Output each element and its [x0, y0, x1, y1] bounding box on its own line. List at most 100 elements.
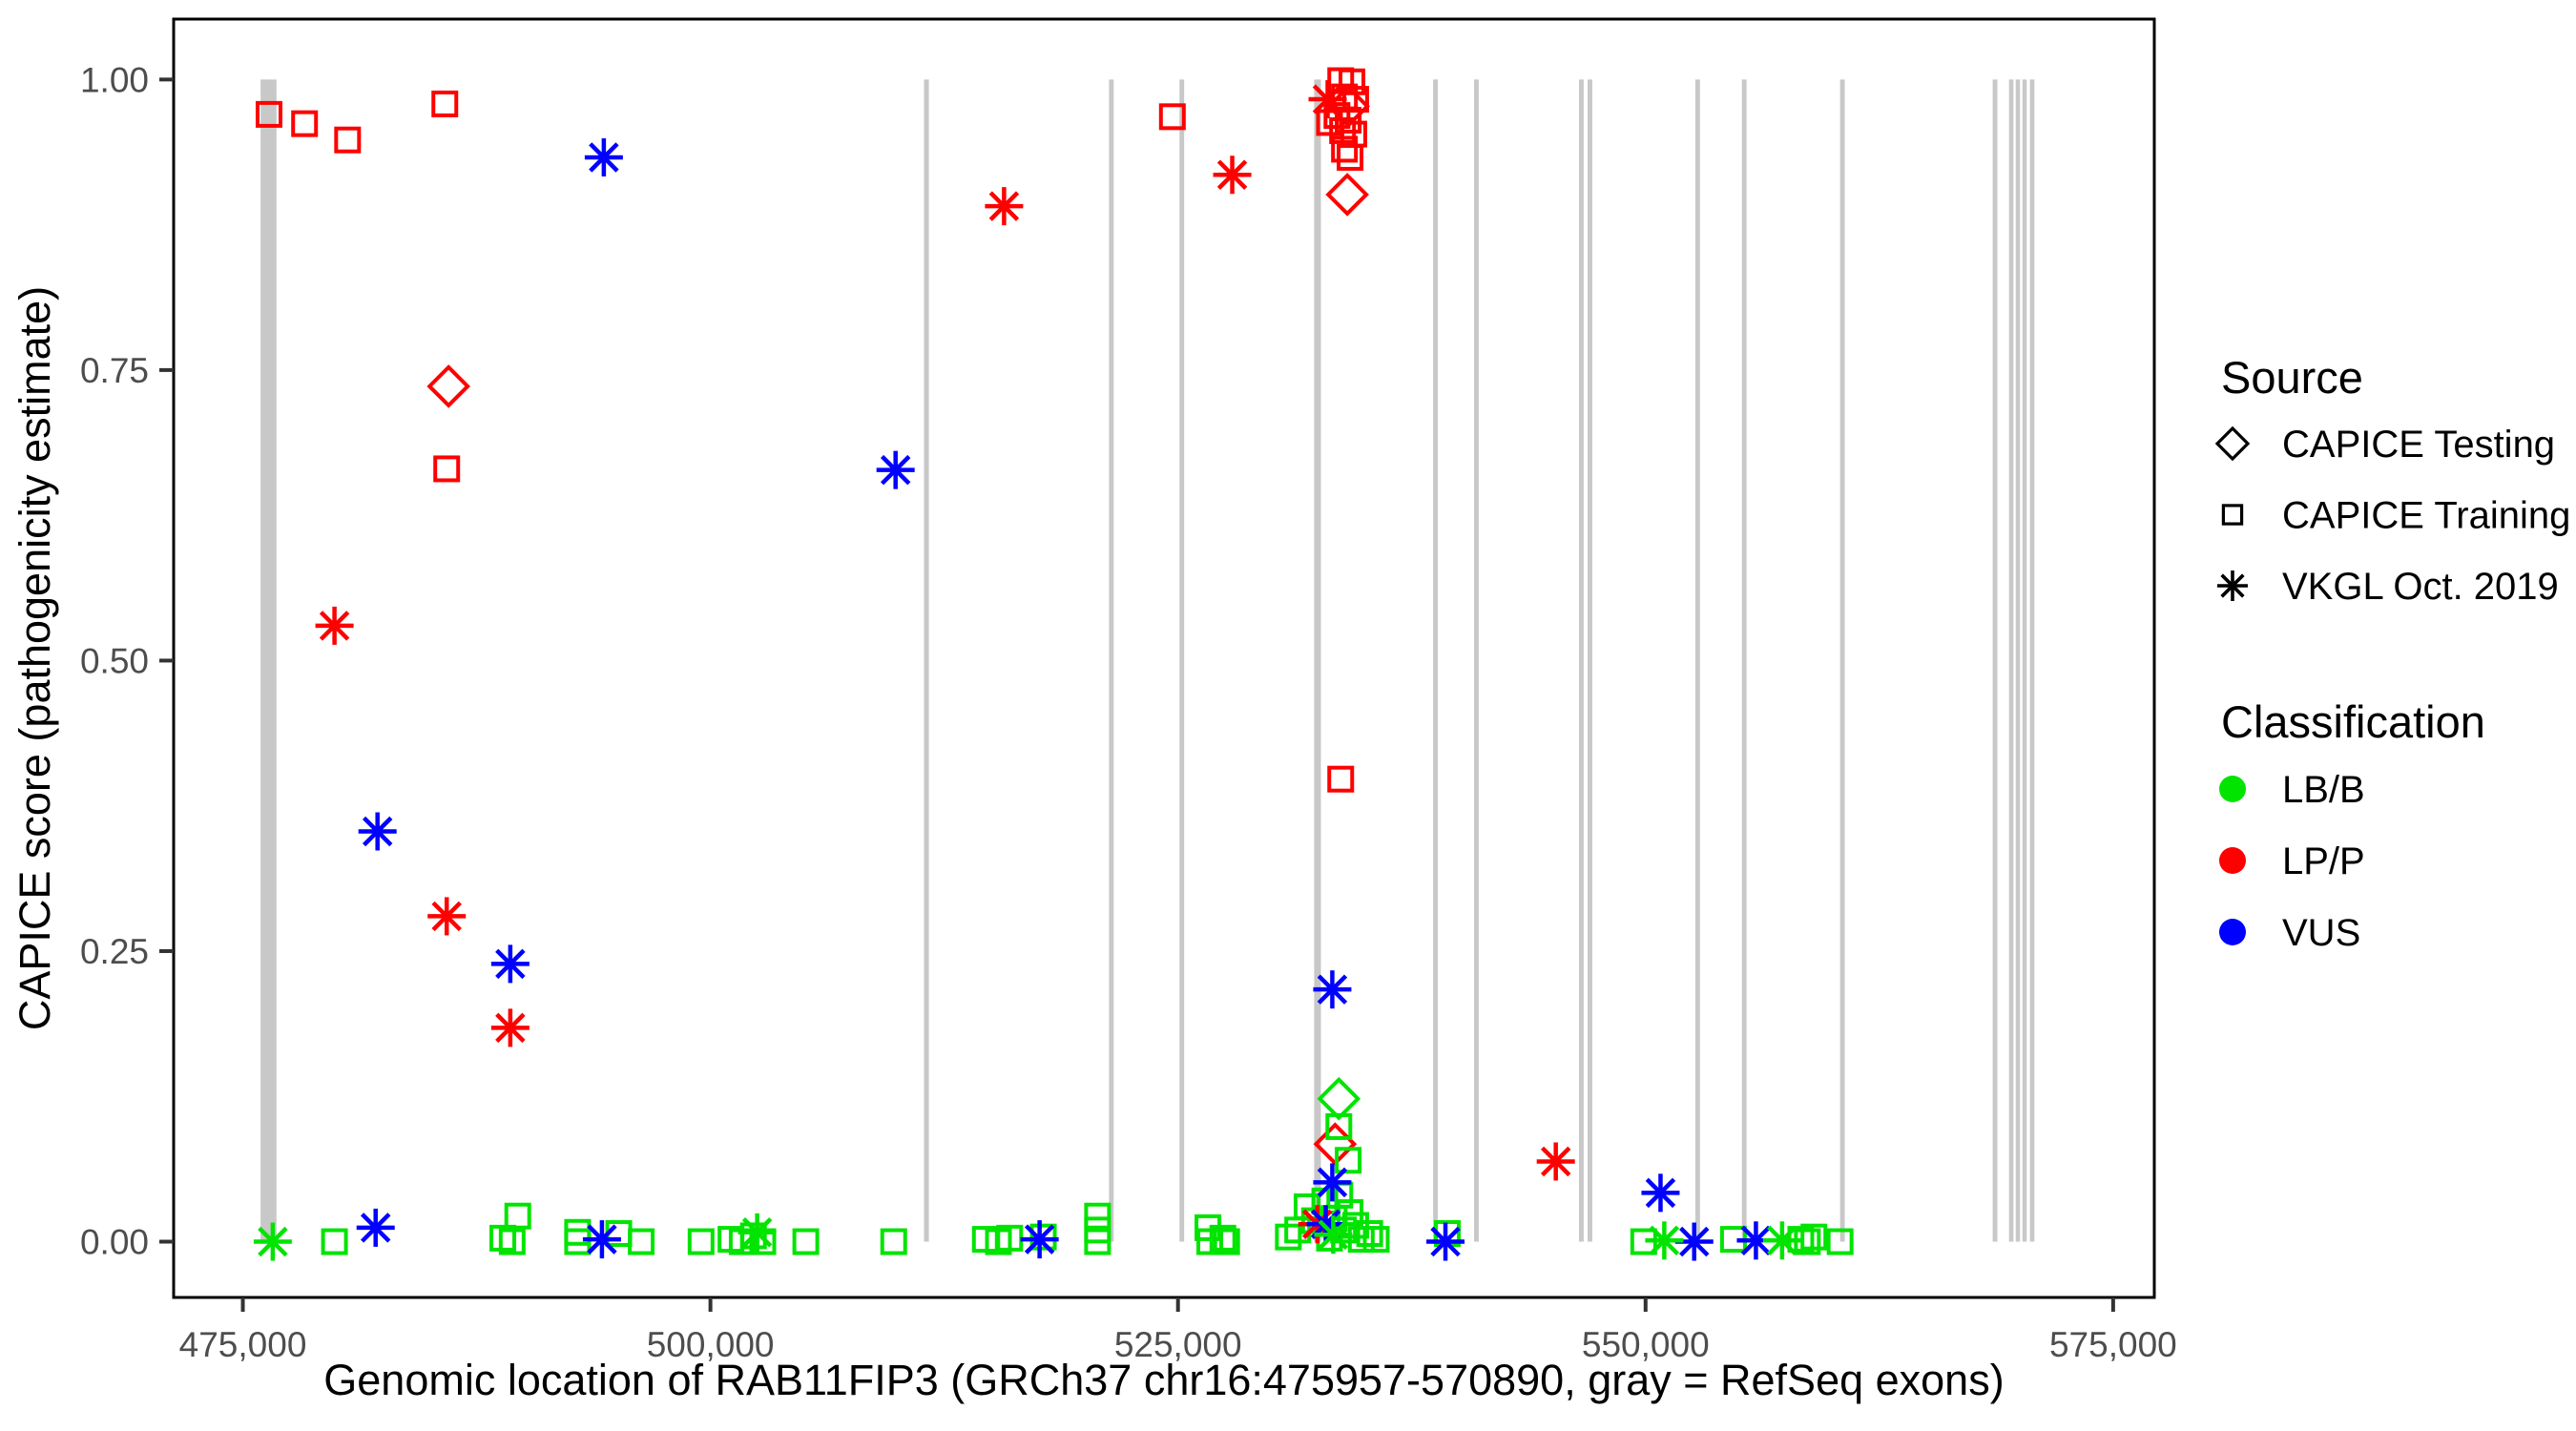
- square-marker: [749, 1228, 777, 1255]
- diamond-marker: [1317, 1076, 1361, 1121]
- panel-border: [172, 17, 2156, 1299]
- square-marker: [1335, 1147, 1362, 1174]
- data-point: [584, 137, 623, 176]
- data-point: [628, 1228, 655, 1255]
- data-point: [1426, 1222, 1465, 1261]
- asterisk-spoke: [1649, 1225, 1680, 1256]
- diamond-legend-key-icon: [2214, 425, 2251, 462]
- data-point: [504, 1202, 531, 1230]
- asterisk-spoke: [1318, 1219, 1349, 1250]
- data-point: [1362, 1226, 1390, 1254]
- data-point: [1308, 80, 1347, 119]
- asterisk-spoke: [1317, 974, 1348, 1005]
- square-marker: [504, 1202, 531, 1230]
- y-tick-label: 0.75: [80, 351, 149, 390]
- square-marker: [2221, 504, 2244, 526]
- diamond-marker: [1325, 173, 1369, 217]
- y-axis-title: CAPICE score (pathogenicity estimate): [10, 286, 59, 1030]
- data-point: [1213, 156, 1252, 195]
- square-marker: [489, 1224, 517, 1252]
- asterisk-spoke: [587, 1224, 617, 1255]
- data-point: [1641, 1173, 1680, 1213]
- square-marker: [792, 1228, 820, 1255]
- diamond-marker: [2214, 425, 2251, 462]
- data-point: [1331, 135, 1359, 163]
- refseq-exon-bar: [1474, 79, 1479, 1242]
- legend: Source CAPICE Testing CAPICE Training VKGL …: [2214, 352, 2570, 954]
- data-point: [1826, 1228, 1854, 1255]
- asterisk-spoke: [1540, 1146, 1571, 1177]
- refseq-exon-bar: [1433, 79, 1438, 1242]
- square-marker: [1331, 135, 1359, 163]
- data-point: [498, 1228, 526, 1255]
- data-point: [356, 1208, 395, 1247]
- data-point: [1209, 1224, 1236, 1252]
- square-marker: [1213, 1228, 1240, 1255]
- square-marker: [1800, 1223, 1828, 1251]
- y-tick-label: 0.00: [80, 1223, 149, 1262]
- data-point: [253, 1222, 292, 1261]
- data-point: [1645, 1221, 1684, 1260]
- square-marker: [1362, 1226, 1390, 1254]
- asterisk-spoke: [1317, 1167, 1348, 1198]
- asterisk-spoke: [988, 191, 1020, 221]
- legend-source-title: Source: [2221, 352, 2363, 403]
- square-marker: [291, 110, 319, 137]
- data-point: [489, 1224, 517, 1252]
- data-point: [291, 110, 319, 137]
- data-point: [1800, 1223, 1828, 1251]
- asterisk-spoke: [319, 611, 350, 641]
- square-marker: [334, 126, 362, 154]
- diamond-marker: [426, 364, 470, 408]
- data-point: [1325, 1112, 1353, 1140]
- data-point: [876, 450, 915, 489]
- refseq-exon-bar: [1578, 79, 1584, 1242]
- square-marker: [880, 1228, 907, 1255]
- refseq-exon-bar: [1588, 79, 1592, 1242]
- refseq-exon-bar: [924, 79, 929, 1242]
- square-marker: [739, 1222, 767, 1250]
- square-marker: [498, 1228, 526, 1255]
- refseq-exon-bar: [2008, 79, 2014, 1242]
- square-marker: [1029, 1223, 1057, 1251]
- data-point: [737, 1213, 777, 1252]
- classification-legend-key-icon: [2219, 776, 2246, 802]
- data-point: [490, 944, 530, 984]
- x-tick-label: 525,000: [1114, 1325, 1242, 1364]
- data-point: [431, 90, 459, 117]
- data-point: [1213, 1228, 1240, 1255]
- refseq-exon-bar: [2015, 79, 2021, 1242]
- data-point: [1313, 970, 1352, 1009]
- refseq-exon-bar: [1992, 79, 1998, 1242]
- y-tick-label: 0.50: [80, 641, 149, 680]
- circle-marker: [2219, 919, 2246, 945]
- data-point: [1084, 1202, 1111, 1230]
- data-point: [1335, 1147, 1362, 1174]
- data-point: [564, 1228, 592, 1255]
- circle-marker: [2219, 776, 2246, 802]
- square-marker: [321, 1228, 348, 1255]
- legend-source-item-label: VKGL Oct. 2019: [2282, 566, 2559, 608]
- data-point: [749, 1228, 777, 1255]
- refseq-exon-bar: [1839, 79, 1845, 1242]
- asterisk-spoke: [1312, 84, 1343, 114]
- refseq-exon-bar: [1179, 79, 1185, 1242]
- data-point: [255, 100, 282, 128]
- data-point: [321, 1228, 348, 1255]
- data-point: [739, 1222, 767, 1250]
- refseq-exon-bar: [260, 79, 277, 1242]
- square-marker: [1339, 68, 1366, 95]
- square-marker: [564, 1228, 592, 1255]
- asterisk-spoke: [1216, 159, 1248, 190]
- square-marker: [1327, 765, 1355, 793]
- data-point: [433, 455, 461, 483]
- legend-source-item-label: CAPICE Testing: [2282, 424, 2555, 466]
- data-point: [1325, 173, 1369, 217]
- asterisk-spoke: [1767, 1225, 1797, 1256]
- asterisk-spoke: [2220, 573, 2245, 598]
- square-legend-key-icon: [2221, 504, 2244, 526]
- refseq-exon-bar: [1741, 79, 1747, 1242]
- data-point: [1317, 1076, 1361, 1121]
